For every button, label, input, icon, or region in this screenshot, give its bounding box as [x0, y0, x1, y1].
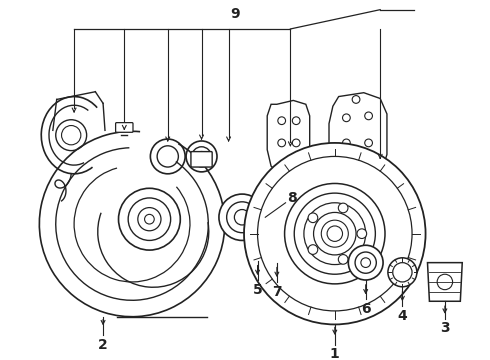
Circle shape — [348, 245, 383, 280]
Circle shape — [244, 143, 425, 324]
Circle shape — [246, 238, 269, 261]
Circle shape — [365, 139, 372, 147]
Circle shape — [338, 203, 348, 213]
Circle shape — [119, 188, 180, 250]
Circle shape — [263, 235, 291, 263]
FancyBboxPatch shape — [191, 152, 212, 167]
FancyBboxPatch shape — [116, 123, 133, 132]
Text: 6: 6 — [361, 302, 370, 316]
Circle shape — [304, 203, 366, 265]
Text: 7: 7 — [272, 285, 282, 298]
Text: 3: 3 — [440, 321, 450, 335]
Circle shape — [293, 117, 300, 125]
Text: 9: 9 — [230, 6, 240, 21]
Circle shape — [365, 112, 372, 120]
Circle shape — [388, 258, 417, 287]
Text: 4: 4 — [397, 309, 407, 323]
Circle shape — [278, 117, 286, 125]
Polygon shape — [427, 263, 462, 301]
Circle shape — [278, 139, 286, 147]
Circle shape — [285, 158, 293, 166]
Circle shape — [150, 139, 185, 174]
Circle shape — [338, 255, 348, 264]
Circle shape — [352, 96, 360, 103]
Circle shape — [308, 213, 318, 222]
Text: 8: 8 — [288, 191, 297, 205]
Circle shape — [343, 139, 350, 147]
Polygon shape — [329, 93, 387, 191]
Text: 5: 5 — [253, 283, 263, 297]
Circle shape — [56, 120, 87, 150]
Circle shape — [437, 274, 453, 290]
Circle shape — [285, 184, 385, 284]
Circle shape — [308, 245, 318, 255]
Polygon shape — [267, 100, 310, 176]
Circle shape — [357, 229, 367, 238]
Circle shape — [343, 114, 350, 122]
Text: 2: 2 — [98, 338, 108, 352]
Text: 1: 1 — [330, 347, 340, 360]
Circle shape — [186, 141, 217, 172]
Circle shape — [219, 194, 265, 240]
Circle shape — [354, 165, 362, 173]
Circle shape — [293, 139, 300, 147]
Circle shape — [321, 220, 348, 247]
